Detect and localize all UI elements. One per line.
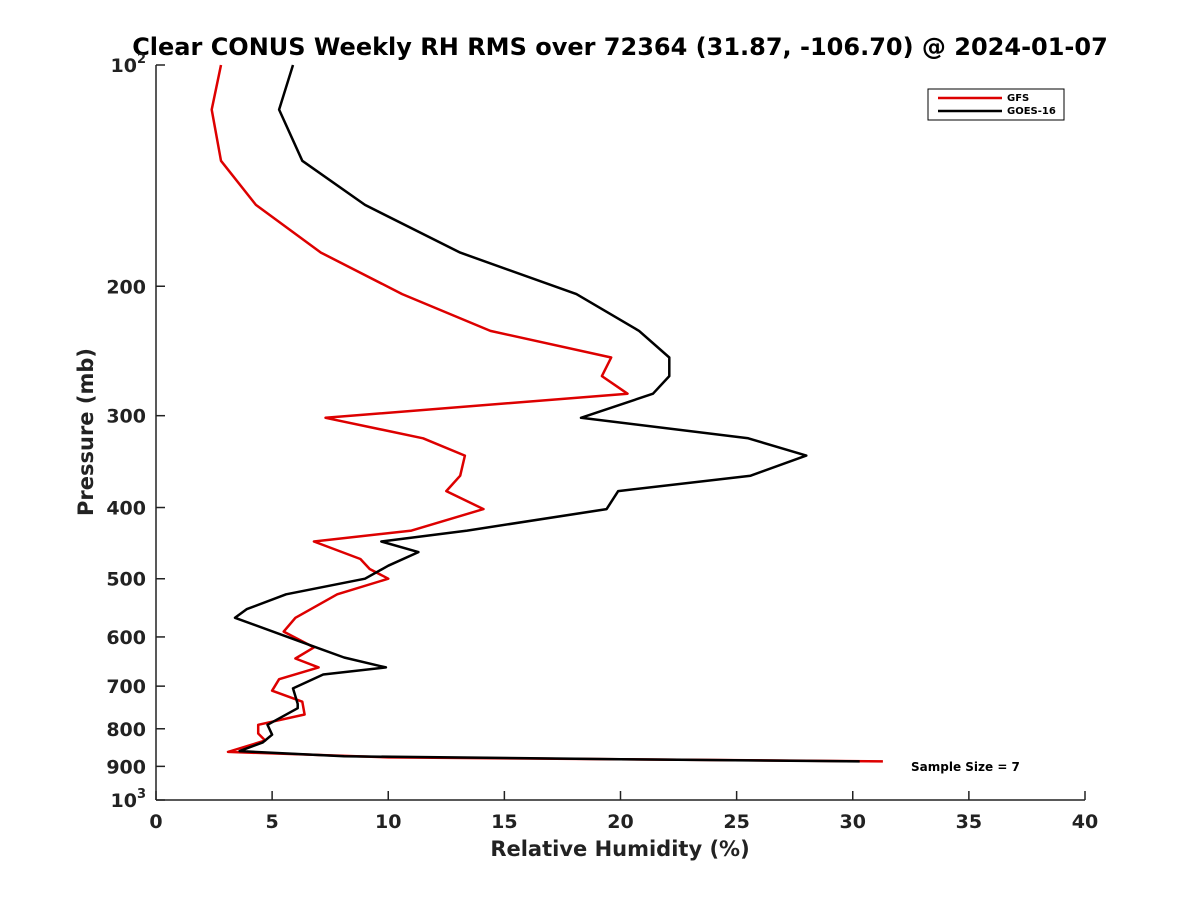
legend: GFS GOES-16 <box>927 88 1065 121</box>
x-axis-label: Relative Humidity (%) <box>490 837 749 861</box>
y-tick-label: 200 <box>106 276 146 298</box>
legend-label-goes16: GOES-16 <box>1007 106 1056 117</box>
y-tick-label: 600 <box>106 627 146 649</box>
legend-box <box>927 88 1065 121</box>
x-tick-label: 30 <box>840 811 866 833</box>
series-layer <box>210 64 883 763</box>
y-tick-label: 102 <box>111 52 147 77</box>
y-tick-label: 103 <box>111 787 147 812</box>
sample-size-annotation: Sample Size = 7 <box>911 760 1020 774</box>
y-tick-label: 400 <box>106 498 146 520</box>
y-tick-label: 300 <box>106 406 146 428</box>
chart-title: Clear CONUS Weekly RH RMS over 72364 (31… <box>132 33 1108 61</box>
y-ticks: 102 200 300 400 500 600 700 800 900 103 <box>106 52 165 812</box>
x-tick-label: 20 <box>607 811 633 833</box>
y-tick-label: 900 <box>106 756 146 778</box>
x-tick-label: 5 <box>266 811 279 833</box>
x-ticks: 0 5 10 15 20 25 30 35 40 <box>149 791 1098 833</box>
y-tick-label: 700 <box>106 676 146 698</box>
x-tick-label: 0 <box>149 811 162 833</box>
y-axis-label: Pressure (mb) <box>74 348 98 516</box>
x-tick-label: 15 <box>491 811 517 833</box>
x-tick-label: 10 <box>375 811 401 833</box>
x-tick-label: 40 <box>1072 811 1098 833</box>
y-tick-label: 800 <box>106 719 146 741</box>
y-tick-exponent: 2 <box>137 52 146 67</box>
axes <box>155 65 1085 801</box>
x-tick-label: 35 <box>956 811 982 833</box>
series-line-goes16 <box>233 64 860 763</box>
legend-label-gfs: GFS <box>1007 93 1029 104</box>
series-line-gfs <box>210 64 883 763</box>
x-tick-label: 25 <box>723 811 749 833</box>
y-tick-exponent: 3 <box>137 787 146 802</box>
y-tick-label: 500 <box>106 569 146 591</box>
